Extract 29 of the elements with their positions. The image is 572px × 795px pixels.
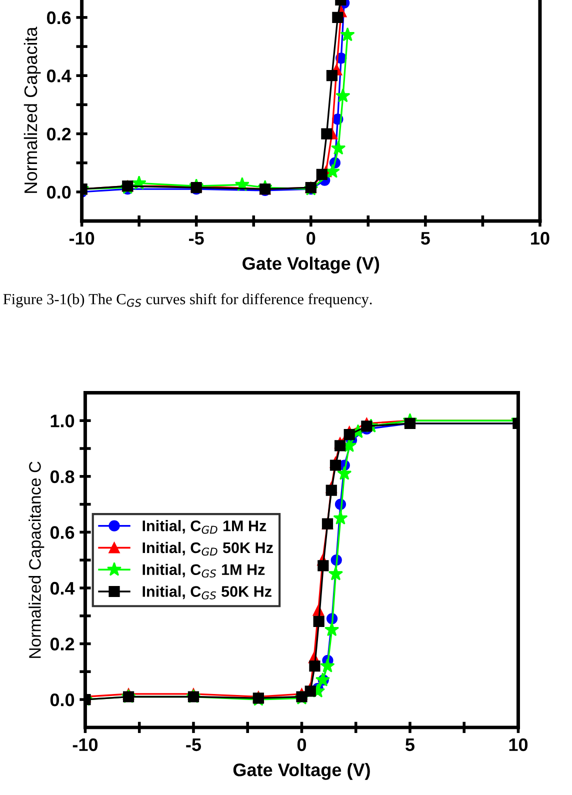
y-tick-label: 0.6	[46, 11, 71, 24]
x-tick-label: -10	[69, 232, 94, 245]
y-tick-label: 0.8	[50, 470, 74, 484]
x-axis-title: Gate Voltage (V)	[233, 763, 370, 780]
x-tick-label: 5	[406, 738, 414, 752]
y-tick-label: 0.0	[50, 693, 74, 706]
y-tick-label: 0.4	[50, 582, 75, 595]
x-tick-label: 0	[306, 232, 316, 245]
caption: Figure 3-1(b) The C$_{GS}$ curves shift for difference frequency.	[3, 293, 372, 308]
x-tick-label: 5	[420, 232, 430, 245]
y-tick-label: 0.2	[46, 128, 71, 140]
y-tick-label: 0.2	[50, 638, 74, 650]
x-tick-label: 10	[531, 232, 550, 245]
legend-label: Initial, C$_{GD}$ 50K Hz	[142, 542, 273, 556]
y-axis-title: Normalized Capacitance C	[28, 462, 44, 658]
y-tick-label: 0.4	[46, 70, 72, 82]
y-tick-label: 0.0	[46, 186, 71, 199]
x-tick-label: 0	[297, 738, 306, 752]
x-tick-label: -10	[72, 738, 98, 752]
legend-label: Initial, C$_{GS}$ 1M Hz	[142, 564, 265, 578]
x-tick-label: -5	[186, 738, 202, 752]
x-tick-label: 10	[509, 738, 528, 752]
y-tick-label: 1.0	[50, 414, 74, 428]
x-axis-title: Gate Voltage (V)	[242, 256, 380, 274]
y-axis-title: Normalized Capacita	[24, 26, 41, 193]
legend-label: Initial, C$_{GD}$ 1M Hz	[142, 520, 266, 534]
y-tick-label: 0.6	[50, 526, 74, 539]
legend-label: Initial, C$_{GS}$ 50K Hz	[142, 586, 272, 600]
x-tick-label: -5	[189, 232, 204, 245]
